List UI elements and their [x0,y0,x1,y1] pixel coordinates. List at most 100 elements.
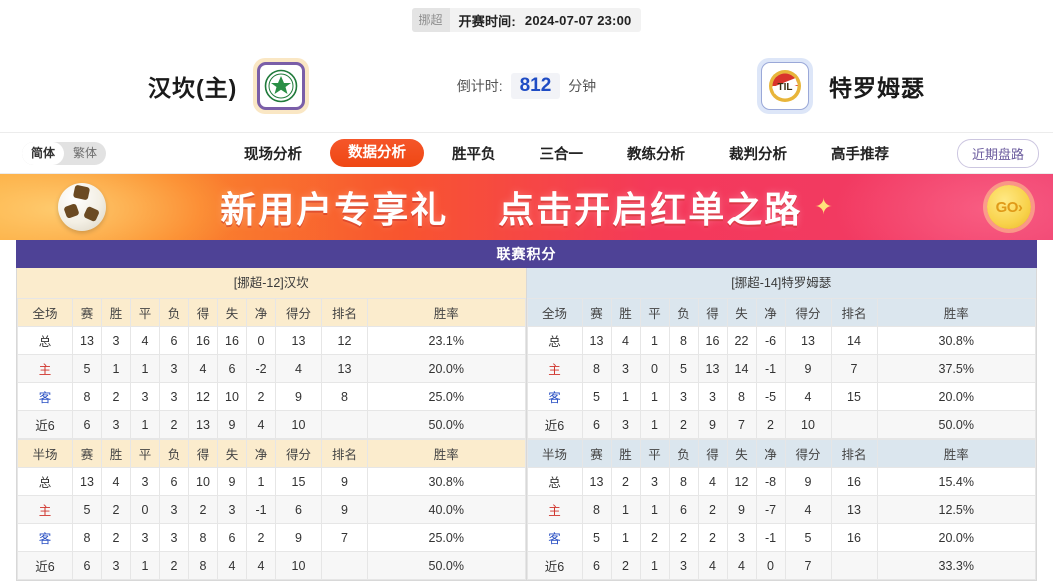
column-header-10: 胜率 [876,439,1036,468]
cell-9: 25.0% [367,382,526,411]
column-header-4: 负 [668,439,699,468]
cell-4: 4 [697,551,728,580]
cell-1: 3 [101,326,131,355]
promo-banner[interactable]: 新用户专享礼 点击开启红单之路 ✦ GO › [0,174,1053,240]
cell-1: 1 [610,523,641,552]
cell-9: 25.0% [367,523,526,552]
away-team-block[interactable]: TIL 特罗姆瑟 [757,58,925,114]
cell-2: 3 [130,523,160,552]
cell-9: 40.0% [367,495,526,524]
cell-7: 10 [275,410,322,439]
cell-5: 9 [217,410,247,439]
table-row: 主 8 1 1 6 2 9 -7 4 13 12.5% [526,495,1036,524]
column-header-5: 得 [188,439,218,468]
cell-5: 9 [726,495,757,524]
row-label: 近6 [17,551,73,580]
cell-8 [830,410,878,439]
cell-8 [830,551,878,580]
table-row: 近6 6 3 1 2 9 7 2 10 50.0% [526,410,1036,439]
cell-1: 2 [101,495,131,524]
column-header-1: 赛 [72,298,102,327]
column-header-8: 得分 [275,298,322,327]
column-header-2: 胜 [101,298,131,327]
table-row: 客 8 2 3 3 12 10 2 9 8 25.0% [17,382,526,411]
column-header-0: 全场 [526,298,583,327]
cell-9: 20.0% [367,354,526,383]
cell-8: 16 [830,523,878,552]
cell-4: 8 [188,551,218,580]
row-label: 主 [17,495,73,524]
nav-item-win-draw-lose[interactable]: 胜平负 [452,146,496,163]
cell-9: 50.0% [367,551,526,580]
cell-4: 4 [188,354,218,383]
right-team-caption: [挪超-14]特罗姆瑟 [526,268,1036,298]
cell-6: -7 [755,495,786,524]
home-team-crest-icon [253,58,310,114]
nav-item-live-analysis[interactable]: 现场分析 [244,146,302,163]
cell-8: 7 [321,523,368,552]
cell-5: 6 [217,354,247,383]
cell-0: 5 [581,523,612,552]
column-header-3: 平 [130,298,160,327]
away-team-name: 特罗姆瑟 [829,75,925,101]
cell-2: 1 [639,410,670,439]
lang-simplified[interactable]: 简体 [22,141,65,165]
column-header-4: 负 [668,298,699,327]
cell-1: 2 [610,467,641,496]
promo-text: 新用户专享礼 点击开启红单之路 [220,181,802,233]
cell-2: 1 [639,495,670,524]
cell-2: 2 [639,523,670,552]
cell-7: 4 [784,382,832,411]
left-stat-table-fulltime: 全场赛胜平负得失净得分 排名 胜率总 13 3 4 6 16 16 0 13 12 23.1% 主 5 1 1 3… [17,298,526,439]
go-button[interactable]: GO › [987,185,1031,229]
cell-8: 14 [830,326,878,355]
cell-5: 3 [217,495,247,524]
table-row: 总 13 4 3 6 10 9 1 15 9 30.8% [17,467,526,496]
recent-odds-button[interactable]: 近期盘路 [956,138,1039,168]
nav-item-data-analysis[interactable]: 数据分析 [330,139,424,167]
nav-item-expert-picks[interactable]: 高手推荐 [831,146,889,163]
cell-4: 16 [188,326,218,355]
column-header-7: 净 [246,439,276,468]
cell-5: 16 [217,326,247,355]
cell-2: 1 [639,551,670,580]
cell-1: 4 [101,467,131,496]
row-label: 近6 [526,551,583,580]
cell-2: 1 [130,354,160,383]
column-header-10: 胜率 [876,298,1036,327]
home-team-block[interactable]: 汉坎(主) [148,58,310,114]
column-header-8: 得分 [275,439,322,468]
cell-4: 8 [188,523,218,552]
match-time-pill: 挪超 开赛时间: 2024-07-07 23:00 [411,8,642,32]
nav-item-coach-analysis[interactable]: 教练分析 [627,146,685,163]
column-header-3: 平 [639,439,670,468]
cell-5: 14 [726,354,757,383]
cell-1: 3 [610,354,641,383]
table-row: 主 5 2 0 3 2 3 -1 6 9 40.0% [17,495,526,524]
column-header-9: 排名 [321,439,368,468]
column-header-3: 平 [130,439,160,468]
cell-9: 15.4% [876,467,1036,496]
table-row: 近6 6 2 1 3 4 4 0 7 33.3% [526,551,1036,580]
lang-traditional[interactable]: 繁体 [73,145,98,160]
left-team-caption: [挪超-12]汉坎 [17,268,526,298]
column-header-2: 胜 [101,439,131,468]
nav-item-referee-analysis[interactable]: 裁判分析 [729,146,787,163]
language-toggle[interactable]: 简体 繁体 [22,141,107,165]
league-tag: 挪超 [411,8,450,32]
cell-7: 4 [275,354,322,383]
cell-9: 30.8% [367,467,526,496]
cell-3: 2 [668,523,699,552]
column-header-10: 胜率 [367,298,526,327]
right-stat-table-halftime: 半场赛胜平负得失净得分 排名 胜率总 13 2 3 8 4 12 -8 9 16 15.4% 主 8 1 1 6 2… [526,439,1037,580]
cell-0: 6 [72,410,102,439]
cell-4: 12 [188,382,218,411]
row-label: 总 [17,467,73,496]
cell-4: 9 [697,410,728,439]
right-stat-table-fulltime: 全场赛胜平负得失净得分 排名 胜率总 13 4 1 8 16 22 -6 13 14 30.8% 主 8 3 0… [526,298,1037,439]
cell-8: 12 [321,326,368,355]
nav-item-three-in-one[interactable]: 三合一 [539,146,584,163]
row-label: 总 [17,326,73,355]
cell-3: 6 [159,326,189,355]
cell-3: 3 [159,495,189,524]
